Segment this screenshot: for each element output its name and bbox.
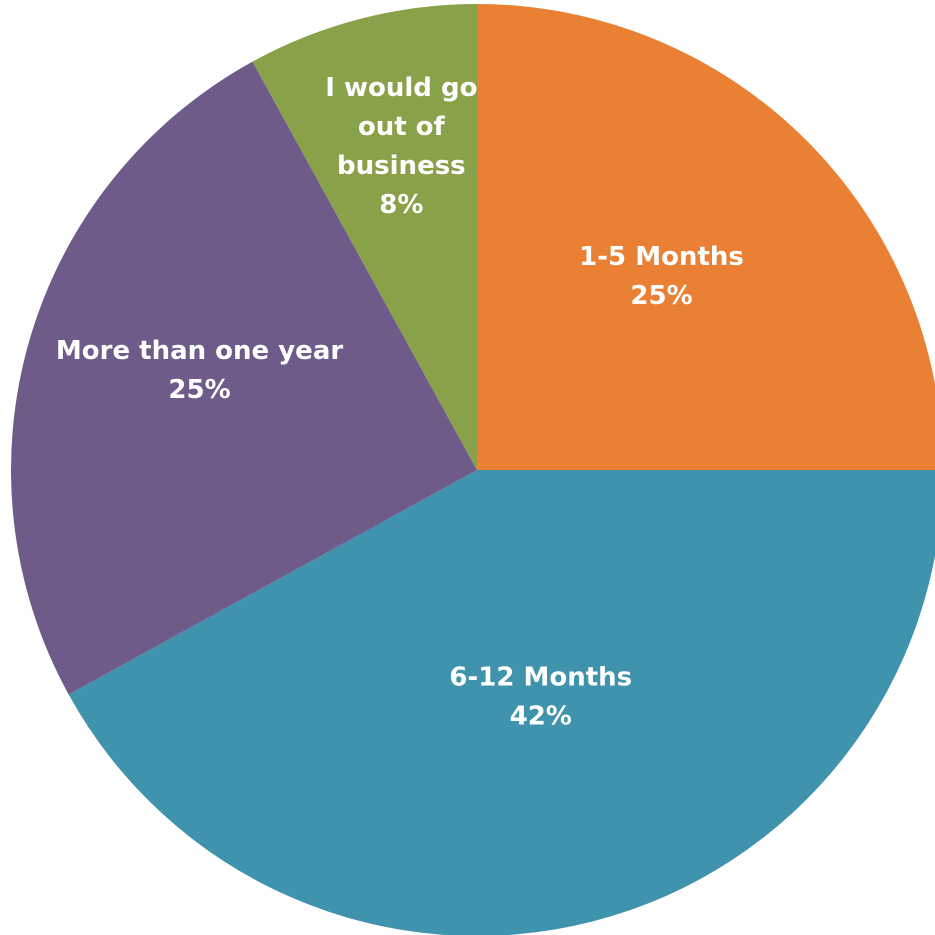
pie-slice-percent: 25% <box>168 375 230 405</box>
pie-slice-1 <box>477 4 935 470</box>
pie-slice-category: business <box>337 151 466 181</box>
pie-slice-category: out of <box>358 112 446 142</box>
pie-slice-label-1: 1-5 Months 25% <box>579 242 744 311</box>
pie-slice-label-3: More than one year 25% <box>56 336 343 405</box>
pie-slice-label-4: I would go out of business 8% <box>325 73 477 220</box>
pie-slice-percent: 25% <box>630 281 692 311</box>
pie-slice-3 <box>10 61 477 695</box>
pie-slice-label-2: 6-12 Months 42% <box>449 663 632 732</box>
pie-slice-category: 6-12 Months <box>449 663 632 693</box>
pie-slice-4 <box>252 4 477 470</box>
pie-slice-percent: 8% <box>379 190 423 220</box>
pie-slice-percent: 42% <box>510 702 572 732</box>
pie-slice-category: I would go <box>325 73 477 103</box>
pie-slice-category: More than one year <box>56 336 343 366</box>
pie-slice-category: 1-5 Months <box>579 242 744 272</box>
pie-slice-2 <box>68 470 935 935</box>
